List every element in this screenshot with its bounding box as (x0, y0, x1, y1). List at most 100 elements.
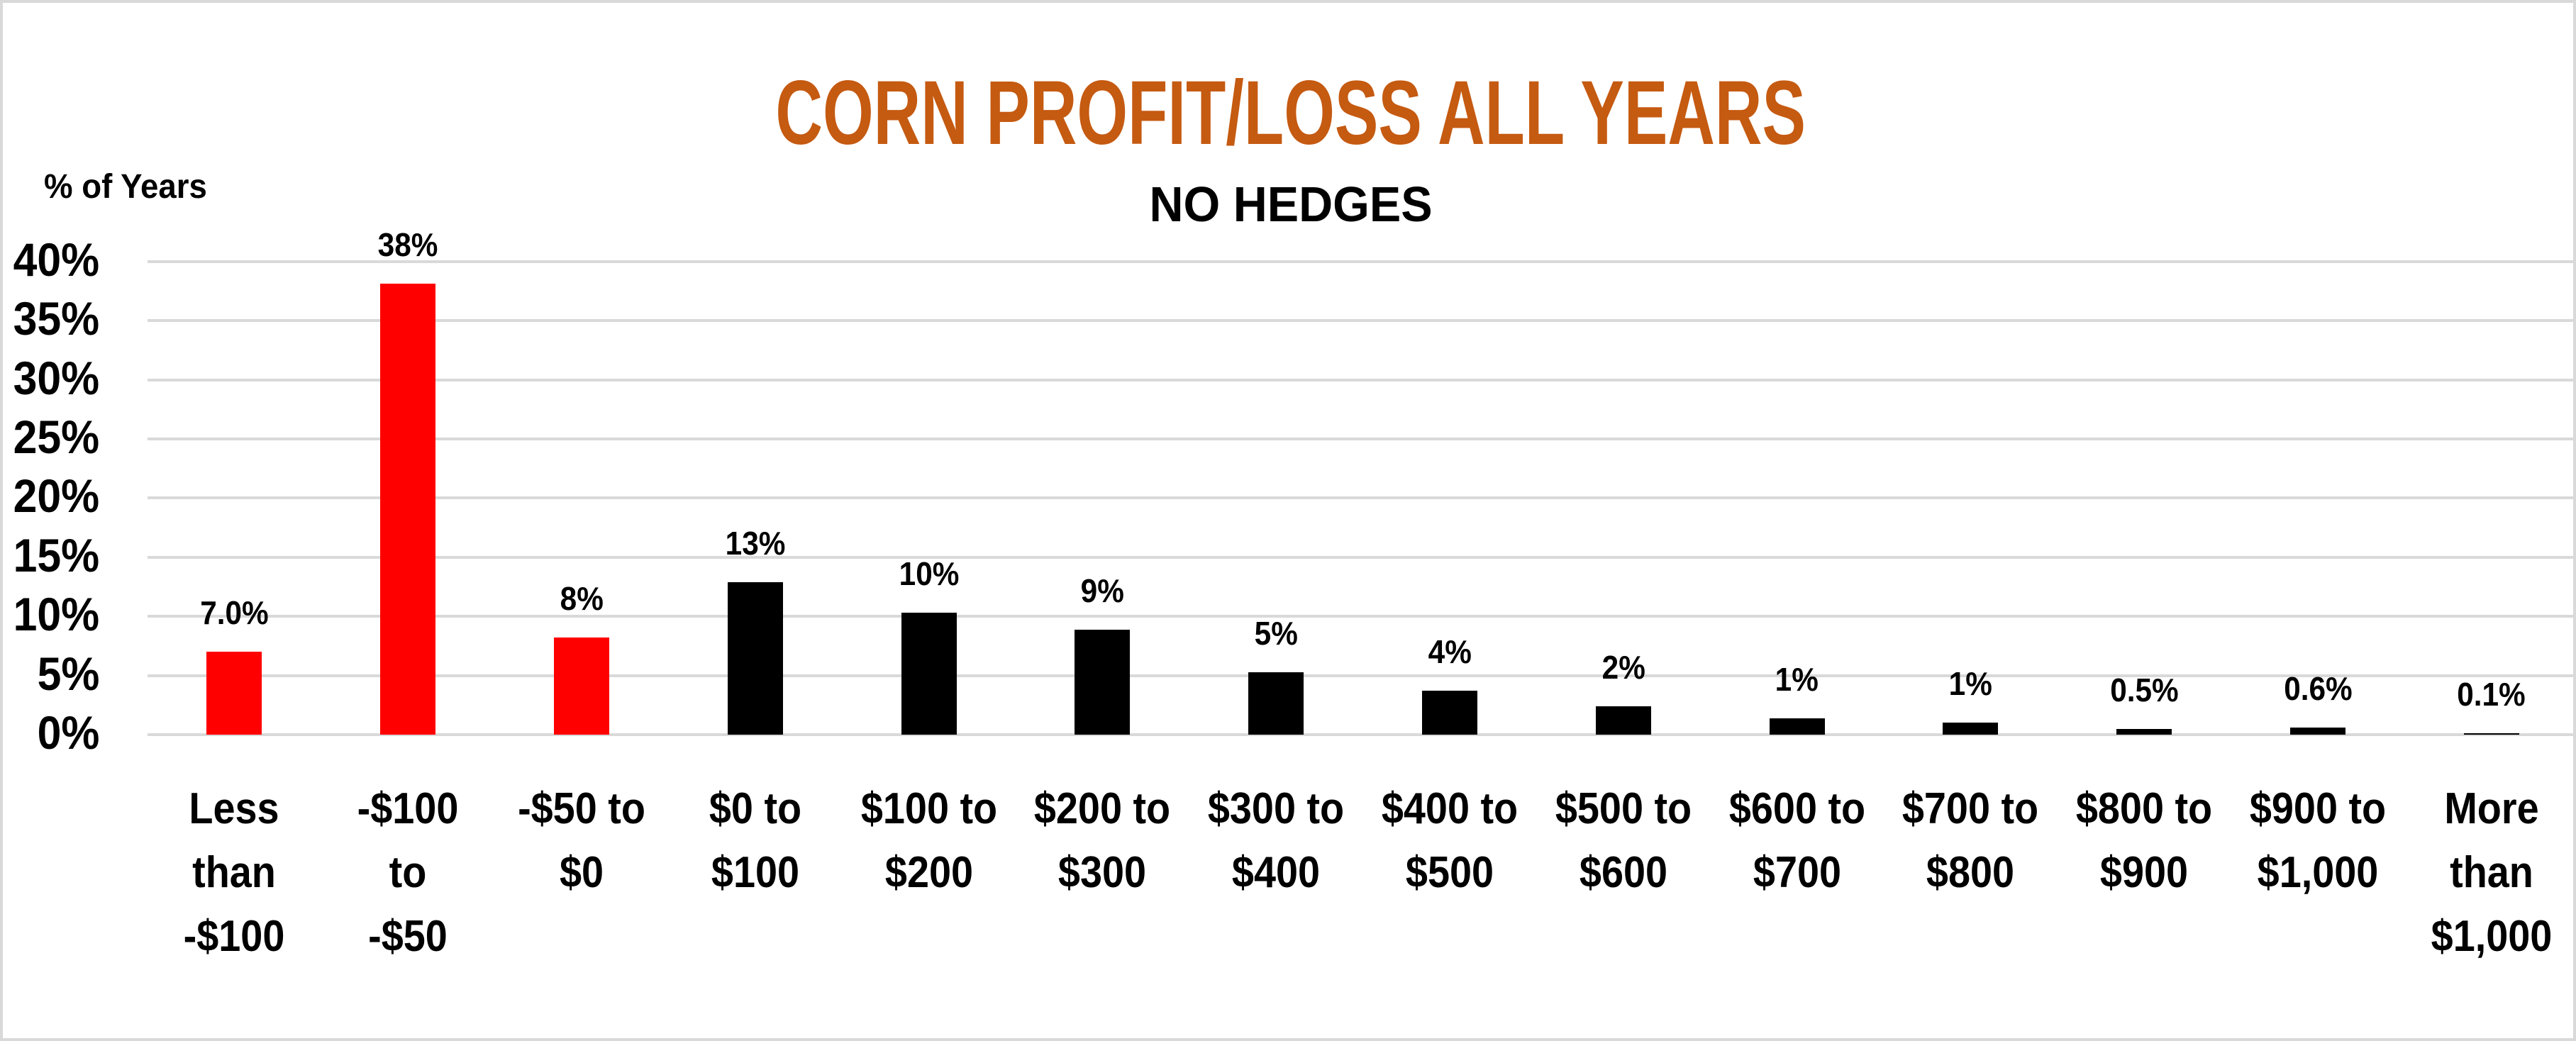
y-tick-text: 25% (13, 411, 99, 463)
x-category-line: More (2444, 784, 2539, 833)
x-category-label: More than $1,000 (2405, 777, 2576, 969)
data-label-text: 8% (560, 580, 604, 618)
bar (1075, 629, 1131, 735)
data-label-text: 9% (1080, 572, 1124, 609)
x-category-line: than (192, 848, 277, 897)
x-category-line: $200 (884, 848, 973, 897)
data-label: 9% (1017, 573, 1187, 608)
y-tick-text: 0% (37, 706, 99, 759)
x-category-label: $100 to $200 (843, 777, 1016, 905)
data-label-text: 1% (1948, 665, 1992, 703)
bar (1595, 706, 1651, 735)
gridline (148, 496, 2576, 500)
data-label: 4% (1365, 634, 1535, 669)
gridline (148, 319, 2576, 323)
bar (1769, 718, 1825, 735)
y-tick-text: 40% (13, 233, 99, 286)
bar (206, 652, 262, 735)
x-category-line: $900 to (2249, 784, 2387, 833)
data-label-text: 0.6% (2283, 669, 2353, 707)
x-category-line: $1,000 (2431, 912, 2553, 961)
y-tick-text: 15% (13, 528, 99, 581)
bar (2290, 727, 2345, 735)
x-category-line: $200 to (1034, 784, 1171, 833)
y-tick-label: 5% (3, 650, 99, 697)
x-category-line: $100 to (860, 784, 997, 833)
y-tick-text: 20% (13, 469, 99, 523)
data-label-text: 5% (1254, 614, 1298, 652)
x-category-line: $400 (1232, 848, 1321, 897)
x-category-label: $800 to $900 (2058, 777, 2231, 905)
gridline (148, 674, 2576, 677)
x-category-line: $700 to (1902, 784, 2039, 833)
x-category-line: $300 (1058, 848, 1147, 897)
x-category-label: -$50 to $0 (495, 777, 668, 905)
x-category-label: $900 to $1,000 (2231, 777, 2404, 905)
y-tick-text: 30% (13, 351, 99, 404)
data-label-text: 13% (725, 524, 786, 562)
x-category-line: -$50 to (518, 784, 645, 833)
data-label-text: 1% (1775, 660, 1819, 698)
y-axis-label: % of Years (44, 168, 207, 206)
chart-subtitle: NO HEDGES (3, 176, 2576, 233)
data-label-text: 10% (899, 555, 959, 593)
chart-title: CORN PROFIT/LOSS ALL YEARS (3, 68, 2576, 159)
x-category-line: $400 to (1381, 784, 1519, 833)
y-tick-label: 15% (3, 532, 99, 579)
gridline (148, 378, 2576, 382)
data-label: 13% (670, 525, 840, 561)
x-category-label: $200 to $300 (1016, 777, 1189, 905)
y-tick-text: 35% (13, 292, 99, 345)
data-label-text: 7.0% (200, 594, 269, 632)
x-category-label: Less than -$100 (148, 777, 321, 969)
x-category-line: to (389, 848, 427, 897)
data-label: 38% (323, 227, 493, 262)
data-label: 1% (1712, 662, 1882, 697)
gridline (148, 260, 2576, 263)
y-tick-text: 10% (13, 588, 99, 641)
x-category-line: $500 (1405, 848, 1494, 897)
chart-subtitle-text: NO HEDGES (1149, 177, 1433, 232)
gridline (148, 733, 2576, 736)
data-label: 0.1% (2406, 677, 2576, 712)
x-category-label: $600 to $700 (1711, 777, 1884, 905)
bar (2116, 728, 2172, 735)
x-category-line: $500 to (1555, 784, 1692, 833)
data-label: 10% (844, 556, 1014, 591)
data-label: 1% (1885, 666, 2055, 701)
x-category-line: -$100 (184, 912, 285, 961)
bar (2463, 733, 2519, 735)
x-category-label: $300 to $400 (1189, 777, 1362, 905)
x-category-label: $500 to $600 (1537, 777, 1710, 905)
data-label-text: 0.5% (2109, 671, 2179, 708)
x-category-line: Less (189, 784, 279, 833)
x-category-line: $900 (2100, 848, 2189, 897)
x-category-line: $0 to (709, 784, 801, 833)
x-category-line: $600 to (1728, 784, 1865, 833)
bar (1422, 691, 1477, 735)
x-category-line: $700 (1753, 848, 1841, 897)
gridline (148, 555, 2576, 559)
data-label-text: 2% (1601, 648, 1645, 686)
y-tick-text: 5% (37, 647, 99, 700)
x-category-line: $100 (711, 848, 799, 897)
y-tick-label: 35% (3, 295, 99, 342)
gridline (148, 615, 2576, 618)
data-label: 5% (1191, 616, 1361, 651)
data-label-text: 0.1% (2457, 676, 2526, 713)
bar (1943, 723, 1999, 735)
x-category-label: $700 to $800 (1884, 777, 2057, 905)
x-category-line: -$50 (368, 912, 448, 961)
data-label: 8% (496, 581, 667, 616)
data-label: 0.6% (2233, 671, 2403, 706)
x-category-label: $0 to $100 (669, 777, 842, 905)
y-tick-label: 25% (3, 413, 99, 460)
x-category-line: $300 to (1208, 784, 1345, 833)
x-category-line: $600 (1579, 848, 1667, 897)
x-category-line: than (2449, 848, 2533, 897)
bar (901, 613, 957, 735)
x-category-line: $0 (559, 848, 604, 897)
x-category-line: -$100 (357, 784, 459, 833)
y-tick-label: 30% (3, 355, 99, 401)
